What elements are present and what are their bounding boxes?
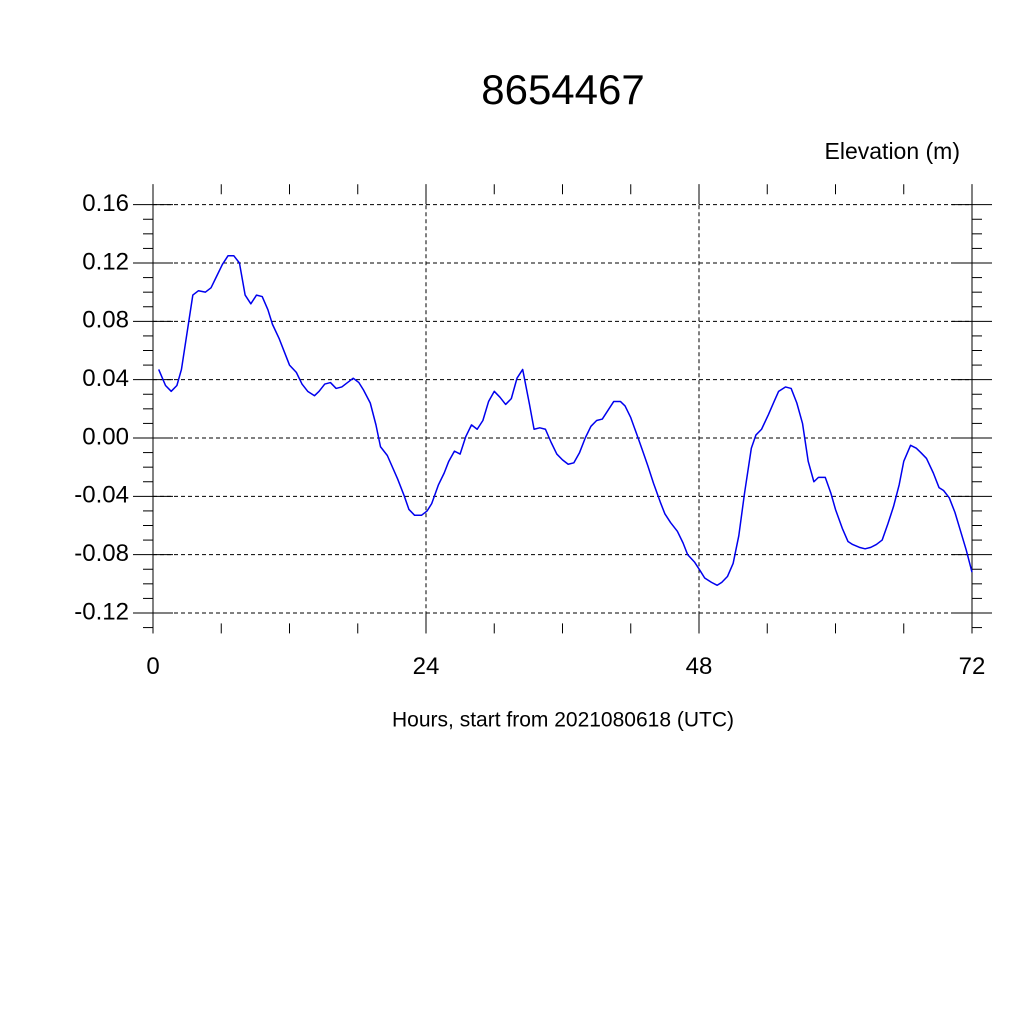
y-tick-label: 0.08: [82, 307, 129, 334]
y-tick-label: 0.00: [82, 423, 129, 450]
x-tick-label: 72: [959, 653, 986, 680]
y-tick-label: -0.12: [74, 598, 129, 625]
y-tick-label: -0.04: [74, 482, 129, 509]
y-axis-label: Elevation (m): [825, 138, 960, 164]
x-axis-label: Hours, start from 2021080618 (UTC): [392, 709, 734, 732]
x-tick-label: 0: [146, 653, 159, 680]
x-tick-label: 48: [686, 653, 713, 680]
x-tick-label: 24: [413, 653, 440, 680]
y-tick-label: -0.08: [74, 540, 129, 567]
data-line: [157, 254, 973, 587]
y-tick-label: 0.04: [82, 365, 129, 392]
y-tick-label: 0.12: [82, 248, 129, 275]
chart-title: 8654467: [481, 66, 645, 113]
y-tick-label: 0.16: [82, 190, 129, 217]
